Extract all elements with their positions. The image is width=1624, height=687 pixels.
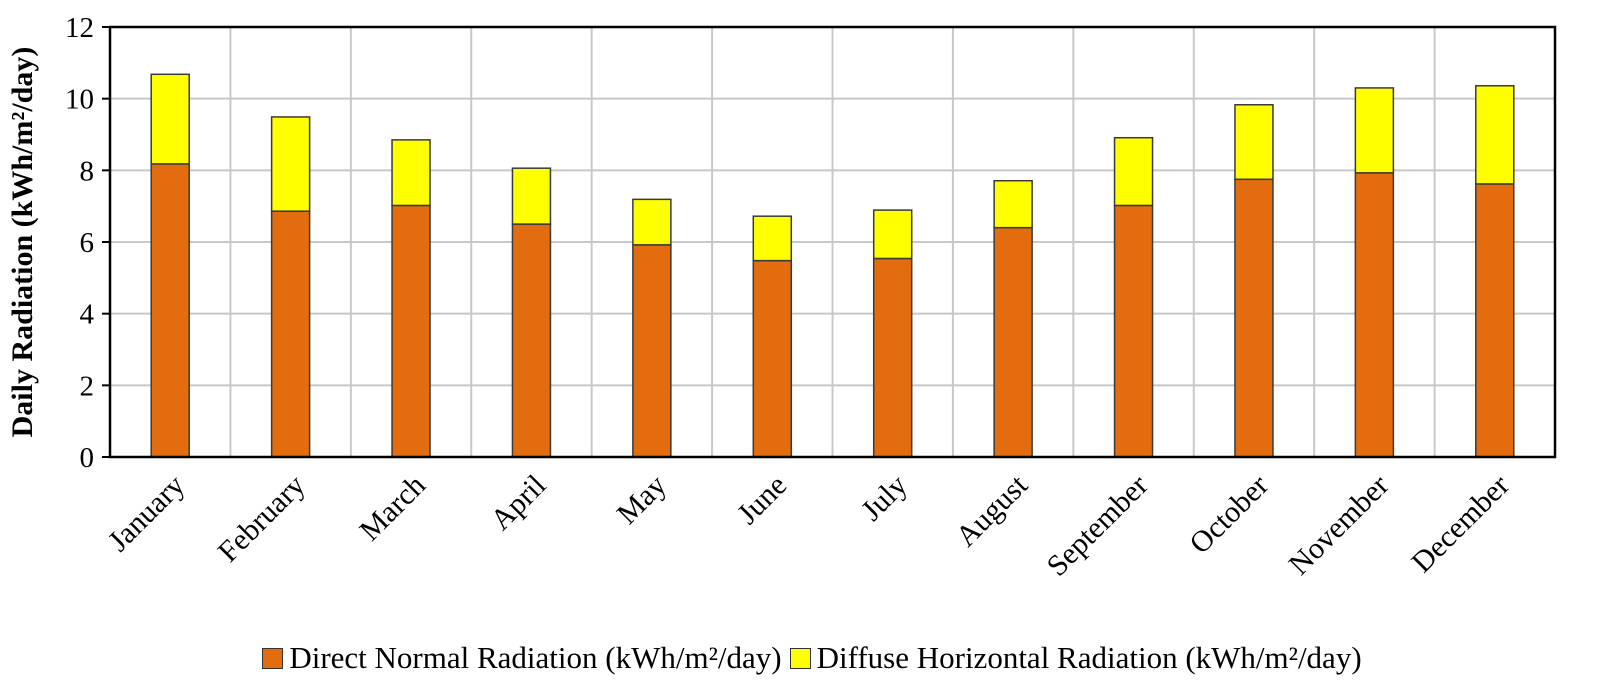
x-tick-label: June (731, 469, 793, 531)
bar-diffuse (993, 179, 1033, 229)
x-tick-label: February (212, 469, 312, 569)
bar-direct (872, 257, 913, 458)
bar-diffuse (1354, 87, 1395, 174)
y-tick-label: 2 (80, 370, 95, 402)
bar-direct (993, 226, 1033, 458)
legend: Direct Normal Radiation (kWh/m²/day) Dif… (0, 640, 1624, 676)
x-tick-label: May (611, 469, 673, 531)
bar-diffuse (752, 215, 793, 262)
y-tick-label: 0 (80, 442, 95, 474)
bar-diffuse (632, 198, 672, 246)
x-tick-label: August (949, 468, 1034, 553)
bar-diffuse (1475, 85, 1515, 185)
y-tick-label: 10 (65, 84, 94, 116)
y-tick-label: 4 (80, 299, 95, 331)
y-tick-label: 8 (80, 155, 95, 187)
bar-direct (391, 204, 431, 458)
bar-diffuse (1113, 136, 1154, 207)
y-tick-label: 12 (65, 12, 94, 44)
chart-svg: 0 2 4 6 8 10 12 January February March April May Jun… (6, 12, 1557, 583)
bar-direct (1354, 172, 1395, 458)
x-tick-label: April (484, 469, 552, 537)
bar-diffuse (1234, 104, 1274, 181)
x-tick-label: September (1040, 469, 1154, 583)
x-tick-label: December (1405, 469, 1515, 579)
legend-swatch-diffuse (789, 647, 811, 669)
legend-item-diffuse: Diffuse Horizontal Radiation (kWh/m²/day… (789, 640, 1362, 676)
bar-direct (632, 244, 672, 458)
legend-label-diffuse: Diffuse Horizontal Radiation (kWh/m²/day… (816, 640, 1362, 675)
legend-item-direct: Direct Normal Radiation (kWh/m²/day) (262, 640, 782, 676)
bar-direct (1234, 178, 1274, 458)
bar-diffuse (270, 116, 311, 212)
bar-direct (1475, 183, 1515, 458)
x-tick-label: November (1282, 469, 1395, 582)
legend-swatch-direct (262, 647, 284, 669)
bar-diffuse (391, 139, 431, 207)
bar-diffuse (872, 209, 913, 260)
bar-direct (752, 259, 793, 458)
bar-direct (150, 163, 190, 458)
bar-direct (1113, 204, 1154, 458)
bar-direct (270, 210, 311, 458)
bar-diffuse (150, 73, 190, 165)
bar-direct (511, 223, 552, 458)
x-tick-label: March (353, 469, 432, 548)
x-tick-label: July (855, 469, 914, 528)
legend-label-direct: Direct Normal Radiation (kWh/m²/day) (289, 640, 782, 675)
y-tick-label: 6 (80, 227, 95, 259)
y-axis-title: Daily Radiation (kWh/m²/day) (6, 47, 39, 438)
x-tick-label: January (102, 469, 191, 558)
bar-diffuse (511, 167, 552, 225)
x-tick-label: October (1183, 469, 1275, 561)
